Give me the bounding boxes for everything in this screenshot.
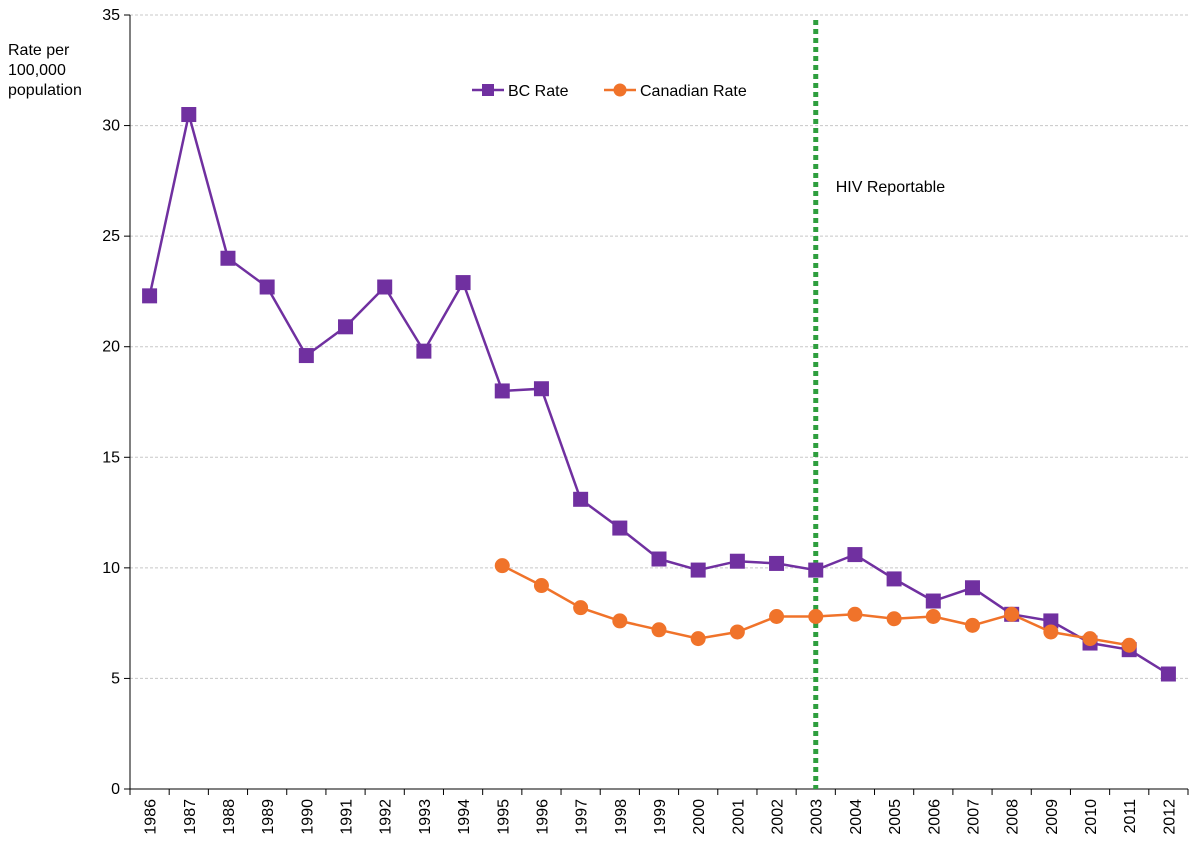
data-point-canadian-rate xyxy=(1121,637,1137,653)
data-point-canadian-rate xyxy=(612,613,628,629)
y-tick-label: 20 xyxy=(102,339,120,356)
data-point-bc-rate xyxy=(886,571,902,587)
y-tick-label: 5 xyxy=(111,670,120,687)
x-tick-label: 2008 xyxy=(1005,799,1022,835)
data-point-bc-rate xyxy=(494,383,510,399)
data-point-bc-rate xyxy=(220,250,236,266)
data-point-bc-rate xyxy=(181,107,197,123)
data-point-canadian-rate xyxy=(1004,606,1020,622)
data-point-bc-rate xyxy=(142,288,158,304)
data-point-canadian-rate xyxy=(925,609,941,625)
data-point-bc-rate xyxy=(729,553,745,569)
data-point-canadian-rate xyxy=(847,606,863,622)
data-point-bc-rate xyxy=(298,348,314,364)
x-tick-label: 1992 xyxy=(378,799,395,835)
x-tick-label: 1986 xyxy=(143,799,160,835)
x-tick-label: 1987 xyxy=(182,799,199,835)
data-point-canadian-rate xyxy=(808,609,824,625)
x-tick-label: 1999 xyxy=(652,799,669,835)
data-point-canadian-rate xyxy=(729,624,745,640)
x-tick-label: 1989 xyxy=(260,799,277,835)
data-point-bc-rate xyxy=(808,562,824,578)
x-tick-label: 2006 xyxy=(926,799,943,835)
y-tick-label: 10 xyxy=(102,560,120,577)
legend-label: Canadian Rate xyxy=(640,83,747,100)
data-point-canadian-rate xyxy=(573,600,589,616)
data-point-bc-rate xyxy=(455,275,471,291)
x-tick-label: 2010 xyxy=(1083,799,1100,835)
x-tick-label: 1988 xyxy=(221,799,238,835)
x-tick-label: 2009 xyxy=(1044,799,1061,835)
y-tick-label: 15 xyxy=(102,449,120,466)
data-point-bc-rate xyxy=(1160,666,1176,682)
data-point-canadian-rate xyxy=(769,609,785,625)
data-point-bc-rate xyxy=(259,279,275,295)
data-point-canadian-rate xyxy=(533,578,549,594)
x-tick-label: 1993 xyxy=(417,799,434,835)
data-point-canadian-rate xyxy=(1043,624,1059,640)
x-tick-label: 2011 xyxy=(1122,799,1139,834)
x-tick-label: 2003 xyxy=(809,799,826,835)
x-tick-label: 2002 xyxy=(770,799,787,835)
x-tick-label: 2007 xyxy=(965,799,982,835)
y-tick-label: 25 xyxy=(102,228,120,245)
data-point-canadian-rate xyxy=(690,631,706,647)
data-point-canadian-rate xyxy=(651,622,667,638)
data-point-bc-rate xyxy=(651,551,667,567)
series-line-bc-rate xyxy=(148,114,1170,676)
x-tick-label: 2005 xyxy=(887,799,904,835)
y-axis-label: Rate per 100,000 population xyxy=(8,42,82,99)
x-tick-label: 1994 xyxy=(456,799,473,835)
x-tick-label: 1990 xyxy=(299,799,316,835)
legend-marker-square xyxy=(482,84,494,96)
y-tick-label: 30 xyxy=(102,118,120,135)
data-point-bc-rate xyxy=(573,491,589,507)
y-tick-label: 0 xyxy=(111,781,120,798)
y-tick-label: 35 xyxy=(102,7,120,24)
x-tick-label: 2000 xyxy=(691,799,708,835)
x-tick-label: 2001 xyxy=(730,799,747,835)
data-point-canadian-rate xyxy=(886,611,902,627)
legend-label: BC Rate xyxy=(508,83,569,100)
x-tick-label: 2004 xyxy=(848,799,865,835)
x-tick-label: 1991 xyxy=(339,799,356,835)
x-tick-label: 1997 xyxy=(574,799,591,835)
legend-marker-circle xyxy=(613,83,627,97)
x-tick-label: 1995 xyxy=(495,799,512,835)
data-point-canadian-rate xyxy=(964,617,980,633)
data-point-bc-rate xyxy=(690,562,706,578)
data-point-bc-rate xyxy=(964,580,980,596)
x-tick-label: 1996 xyxy=(534,799,551,835)
data-point-bc-rate xyxy=(925,593,941,609)
data-point-bc-rate xyxy=(338,319,354,335)
data-point-bc-rate xyxy=(1043,613,1059,629)
data-point-bc-rate xyxy=(377,279,393,295)
data-point-bc-rate xyxy=(612,520,628,536)
x-tick-label: 1998 xyxy=(613,799,630,835)
data-point-bc-rate xyxy=(416,343,432,359)
annotation-label: HIV Reportable xyxy=(836,179,945,196)
x-tick-label: 2012 xyxy=(1161,799,1178,835)
data-point-bc-rate xyxy=(847,547,863,563)
data-point-bc-rate xyxy=(533,381,549,397)
data-point-bc-rate xyxy=(769,555,785,571)
data-point-canadian-rate xyxy=(494,558,510,574)
data-point-canadian-rate xyxy=(1082,631,1098,647)
